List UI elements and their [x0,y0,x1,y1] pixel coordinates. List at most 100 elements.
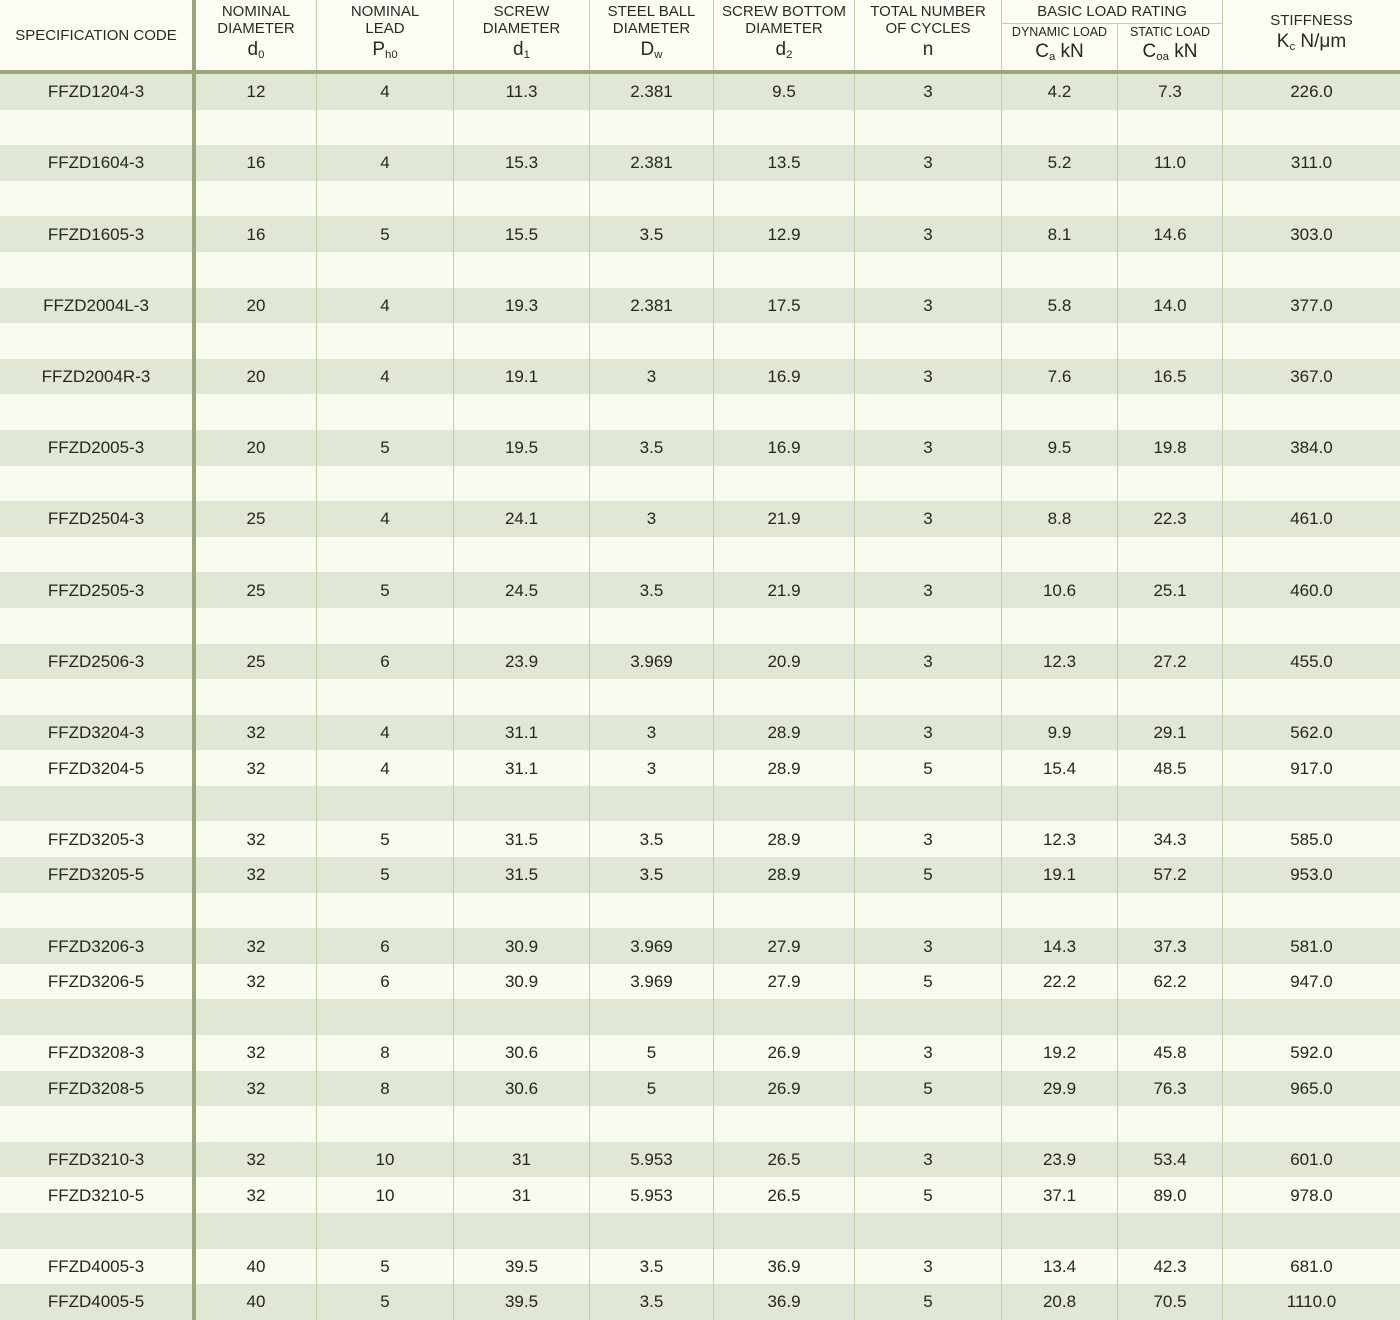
cell-ca: 12.3 [1002,821,1118,858]
cell-kc: 917.0 [1290,758,1333,778]
cell-kc: 367.0 [1290,367,1333,387]
cell-d0: 40 [196,1248,317,1285]
cell-n: 3 [855,1141,1002,1178]
cell-ca: 19.2 [1002,1035,1118,1071]
cell-ca [1002,892,1118,929]
cell-d2: 28.9 [714,857,855,893]
cell-n: 5 [855,963,1002,1000]
table-header: SPECIFICATION CODE NOMINAL DIAMETER d0 N… [0,0,1400,74]
cell-coa: 16.5 [1118,358,1223,395]
cell-d2 [714,1213,855,1249]
cell-dw [590,1106,714,1142]
cell-ca: 5.8 [1002,287,1118,324]
column-symbol: n [922,39,934,61]
cell-ca: 5.2 [1002,145,1118,181]
cell-dw: 5.953 [590,1141,714,1178]
cell-spec [0,892,196,929]
cell-dw: 3.969 [590,928,714,964]
column-header-nominal-diameter: NOMINAL DIAMETER d0 [196,0,317,70]
cell-d2: 28.9 [714,750,855,786]
cell-kc: 1110.0 [1286,1292,1337,1312]
column-header-line: DIAMETER [745,20,823,38]
cell-ca: 9.5 [1002,429,1118,466]
cell-spec: FFZD1204-3 [0,74,196,110]
table-row: FFZD3210-5 32 10 31 5.953 26.5 5 37.1 89.0 978.0 [0,1177,1400,1213]
cell-d1: 19.5 [454,429,590,466]
cell-spec: FFZD1605-3 [0,216,196,252]
cell-spec: FFZD3205-3 [0,821,196,858]
cell-spec: FFZD4005-5 [0,1284,196,1320]
table-row: FFZD3208-3 32 8 30.6 5 26.9 3 19.2 45.8 592.0 [0,1035,1400,1071]
cell-kc: 592.0 [1290,1043,1333,1063]
cell-kc [1223,181,1400,217]
cell-dw: 3.969 [590,643,714,680]
cell-dw [590,679,714,715]
cell-d0: 32 [196,1177,317,1213]
cell-spec: FFZD3210-5 [0,1177,196,1213]
column-header-screw-diameter: SCREW DIAMETER d1 [454,0,590,70]
cell-ca: 12.3 [1002,643,1118,680]
cell-n: 3 [855,145,1002,181]
cell-ph0: 5 [317,216,454,252]
cell-ph0 [317,251,454,288]
cell-n [855,607,1002,644]
cell-ca: 10.6 [1002,572,1118,608]
column-header-total-number-of-cycles: TOTAL NUMBER OF CYCLES n [855,0,1002,70]
cell-d1 [454,323,590,359]
group-header-label: BASIC LOAD RATING [1002,0,1222,24]
cell-coa [1118,536,1223,573]
cell-d0 [196,1106,317,1142]
cell-dw: 3 [590,714,714,751]
column-header-line: OF CYCLES [885,20,971,38]
cell-d2: 13.5 [714,145,855,181]
cell-coa [1118,679,1223,715]
cell-kc: 585.0 [1290,829,1333,849]
cell-kc [1223,110,1400,146]
cell-dw [590,536,714,573]
cell-coa [1118,999,1223,1036]
cell-spec: FFZD2004R-3 [0,358,196,395]
cell-spec [0,785,196,822]
cell-d0 [196,323,317,359]
cell-spec [0,465,196,502]
cell-n: 3 [855,74,1002,110]
cell-coa: 57.2 [1118,857,1223,893]
cell-ca: 23.9 [1002,1141,1118,1178]
cell-d1 [454,999,590,1036]
cell-d2 [714,607,855,644]
cell-d1 [454,785,590,822]
cell-dw [590,1213,714,1249]
cell-ph0: 6 [317,928,454,964]
column-header-line: DIAMETER [482,20,561,38]
cell-dw: 5 [590,1035,714,1071]
cell-d0: 16 [196,216,317,252]
cell-ca [1002,394,1118,430]
cell-spec [0,607,196,644]
column-symbol: Kc N/μm [1276,30,1347,54]
cell-ph0: 6 [317,963,454,1000]
table-row: FFZD4005-5 40 5 39.5 3.5 36.9 5 20.8 70.5 1110.0 [0,1284,1400,1320]
cell-d2: 28.9 [714,714,855,751]
cell-coa [1118,109,1223,146]
cell-spec: FFZD3204-3 [0,714,196,751]
spacer-row [0,109,1400,146]
cell-ph0: 4 [317,750,454,786]
cell-ph0 [317,536,454,573]
cell-coa: 22.3 [1118,501,1223,537]
cell-ph0 [317,1106,454,1142]
cell-d2: 20.9 [714,643,855,680]
cell-d0: 16 [196,145,317,181]
cell-d0 [196,536,317,573]
table-row: FFZD2505-3 25 5 24.5 3.5 21.9 3 10.6 25.1 460.0 [0,572,1400,608]
cell-d2 [714,180,855,217]
cell-n: 5 [855,857,1002,893]
cell-coa [1118,607,1223,644]
cell-d2: 16.9 [714,429,855,466]
cell-n [855,999,1002,1036]
cell-ca [1002,465,1118,502]
cell-d2: 16.9 [714,358,855,395]
cell-dw [590,180,714,217]
cell-d2 [714,323,855,359]
cell-spec: FFZD2005-3 [0,429,196,466]
